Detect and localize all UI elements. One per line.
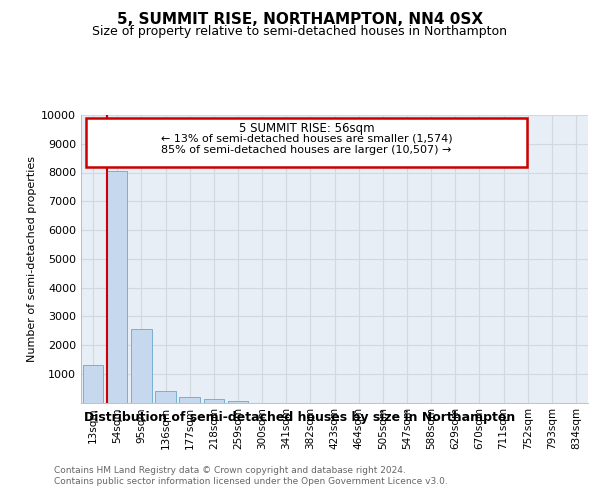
Text: Size of property relative to semi-detached houses in Northampton: Size of property relative to semi-detach… bbox=[92, 25, 508, 38]
Text: 85% of semi-detached houses are larger (10,507) →: 85% of semi-detached houses are larger (… bbox=[161, 145, 452, 155]
Bar bbox=[83, 365, 103, 403]
Text: Contains HM Land Registry data © Crown copyright and database right 2024.: Contains HM Land Registry data © Crown c… bbox=[54, 466, 406, 475]
Text: Contains public sector information licensed under the Open Government Licence v3: Contains public sector information licen… bbox=[54, 478, 448, 486]
Bar bbox=[227, 401, 248, 402]
Text: 5, SUMMIT RISE, NORTHAMPTON, NN4 0SX: 5, SUMMIT RISE, NORTHAMPTON, NN4 0SX bbox=[117, 12, 483, 28]
Text: Distribution of semi-detached houses by size in Northampton: Distribution of semi-detached houses by … bbox=[85, 411, 515, 424]
Bar bbox=[107, 171, 127, 402]
Text: 5 SUMMIT RISE: 56sqm: 5 SUMMIT RISE: 56sqm bbox=[239, 122, 374, 135]
Bar bbox=[131, 329, 152, 402]
Y-axis label: Number of semi-detached properties: Number of semi-detached properties bbox=[27, 156, 37, 362]
Bar bbox=[179, 398, 200, 402]
FancyBboxPatch shape bbox=[86, 118, 527, 167]
Bar bbox=[203, 400, 224, 402]
Bar bbox=[155, 391, 176, 402]
Text: ← 13% of semi-detached houses are smaller (1,574): ← 13% of semi-detached houses are smalle… bbox=[161, 134, 452, 143]
